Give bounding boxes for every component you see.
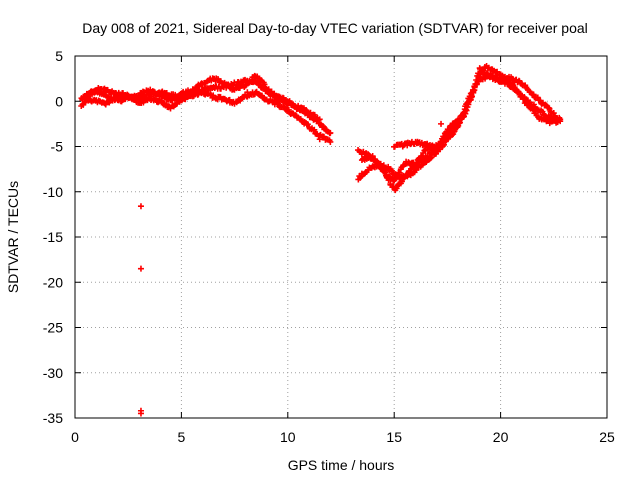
- data-point: [304, 121, 311, 128]
- x-axis-label: GPS time / hours: [288, 457, 395, 473]
- x-tick-label: 25: [599, 429, 615, 445]
- y-tick-label: -25: [43, 320, 63, 336]
- y-tick-label: -15: [43, 229, 63, 245]
- data-point: [372, 156, 379, 163]
- x-tick-label: 20: [493, 429, 509, 445]
- y-tick-label: -30: [43, 365, 63, 381]
- data-point-outlier: [137, 410, 144, 417]
- data-point: [382, 169, 389, 176]
- data-point: [460, 109, 467, 116]
- data-point: [466, 98, 473, 105]
- y-tick-label: 5: [55, 48, 63, 64]
- data-point: [163, 100, 170, 107]
- x-axis: 0 5 10 15 20 25: [71, 56, 615, 445]
- data-point: [394, 173, 401, 180]
- data-point: [494, 68, 501, 75]
- data-point: [413, 160, 420, 167]
- data-points: [78, 63, 564, 417]
- data-point: [530, 91, 537, 98]
- data-point: [260, 84, 267, 91]
- data-point: [427, 155, 434, 162]
- data-point: [444, 135, 451, 142]
- data-point: [539, 108, 546, 115]
- data-point: [327, 129, 334, 136]
- data-point: [327, 138, 334, 145]
- data-point-outlier: [316, 136, 323, 143]
- data-point: [319, 123, 326, 130]
- x-tick-label: 5: [178, 429, 186, 445]
- data-point: [448, 123, 455, 130]
- y-tick-label: -20: [43, 274, 63, 290]
- data-point: [80, 101, 87, 108]
- data-point: [392, 174, 399, 181]
- data-point: [550, 110, 557, 117]
- y-axis-label: SDTVAR / TECUs: [5, 181, 21, 293]
- y-axis: 5 0 -5 -10 -15 -20 -25 -30 -35: [43, 48, 607, 426]
- x-tick-label: 10: [280, 429, 296, 445]
- data-point: [546, 105, 553, 112]
- data-point: [434, 144, 441, 151]
- x-tick-label: 0: [71, 429, 79, 445]
- data-point: [462, 106, 469, 113]
- data-point: [473, 80, 480, 87]
- data-point: [494, 75, 501, 82]
- data-point: [445, 127, 452, 134]
- data-point: [375, 160, 382, 167]
- data-point-outlier: [137, 265, 144, 272]
- y-tick-label: -35: [43, 410, 63, 426]
- data-point: [396, 169, 403, 176]
- chart-title: Day 008 of 2021, Sidereal Day-to-day VTE…: [82, 20, 588, 36]
- data-point: [369, 153, 376, 160]
- x-tick-label: 15: [386, 429, 402, 445]
- data-point: [557, 118, 564, 125]
- data-point: [393, 185, 400, 192]
- data-point-outlier: [244, 89, 251, 96]
- data-point: [311, 126, 318, 133]
- data-point-outlier: [137, 203, 144, 210]
- data-point-outlier: [438, 120, 445, 127]
- y-tick-label: 0: [55, 93, 63, 109]
- data-point: [378, 164, 385, 171]
- grid-lines: [75, 56, 607, 418]
- data-point: [316, 116, 323, 123]
- data-point-outlier: [420, 157, 427, 164]
- data-point: [238, 80, 245, 87]
- data-point: [455, 116, 462, 123]
- y-tick-label: -5: [51, 139, 64, 155]
- y-tick-label: -10: [43, 184, 63, 200]
